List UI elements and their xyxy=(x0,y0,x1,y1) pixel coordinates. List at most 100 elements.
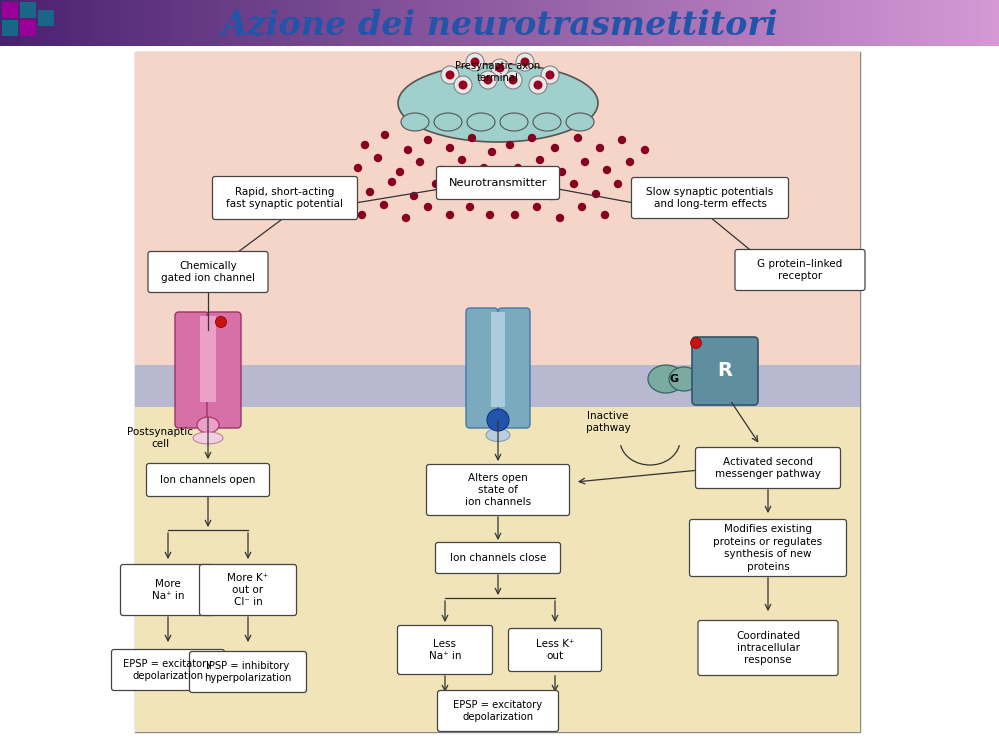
Circle shape xyxy=(466,203,475,211)
FancyBboxPatch shape xyxy=(508,628,601,672)
Bar xyxy=(519,0,530,46)
Circle shape xyxy=(555,213,564,222)
Text: Azione dei neurotrasmettitori: Azione dei neurotrasmettitori xyxy=(222,10,778,43)
Circle shape xyxy=(513,164,522,172)
Circle shape xyxy=(474,180,483,188)
Bar xyxy=(290,0,301,46)
Text: Activated second
messenger pathway: Activated second messenger pathway xyxy=(715,457,821,479)
Text: Chemically
gated ion channel: Chemically gated ion channel xyxy=(161,261,255,283)
Ellipse shape xyxy=(401,113,429,131)
Bar xyxy=(430,0,441,46)
Bar xyxy=(20,20,36,36)
Bar xyxy=(539,0,550,46)
Bar xyxy=(549,0,560,46)
Circle shape xyxy=(380,201,389,209)
Ellipse shape xyxy=(486,428,510,441)
Bar xyxy=(859,0,870,46)
Bar xyxy=(709,0,720,46)
Circle shape xyxy=(547,192,556,200)
Ellipse shape xyxy=(533,113,561,131)
Circle shape xyxy=(354,164,363,172)
Bar xyxy=(320,0,331,46)
Text: G: G xyxy=(669,374,678,384)
Bar xyxy=(380,0,391,46)
Bar xyxy=(400,0,411,46)
Bar xyxy=(250,0,261,46)
Bar xyxy=(779,0,790,46)
Circle shape xyxy=(486,210,495,219)
Bar xyxy=(280,0,291,46)
Circle shape xyxy=(535,156,544,164)
Bar xyxy=(440,0,451,46)
Circle shape xyxy=(424,136,433,145)
Bar xyxy=(270,0,281,46)
Text: More K⁺
out or
Cl⁻ in: More K⁺ out or Cl⁻ in xyxy=(228,572,269,607)
Text: Slow synaptic potentials
and long-term effects: Slow synaptic potentials and long-term e… xyxy=(646,187,773,209)
Bar xyxy=(135,52,860,732)
Bar xyxy=(360,0,371,46)
Circle shape xyxy=(438,166,447,175)
FancyBboxPatch shape xyxy=(213,177,358,219)
FancyBboxPatch shape xyxy=(695,447,840,488)
Bar xyxy=(949,0,960,46)
Bar xyxy=(649,0,660,46)
Circle shape xyxy=(577,203,586,211)
Circle shape xyxy=(602,166,611,175)
Circle shape xyxy=(510,210,519,219)
Circle shape xyxy=(404,146,413,154)
Circle shape xyxy=(366,188,375,196)
Bar xyxy=(579,0,590,46)
Ellipse shape xyxy=(193,432,223,444)
Bar xyxy=(929,0,940,46)
Circle shape xyxy=(441,66,459,84)
Bar xyxy=(899,0,910,46)
Bar xyxy=(200,316,216,402)
Bar xyxy=(140,0,151,46)
Circle shape xyxy=(446,70,455,79)
Circle shape xyxy=(374,154,383,163)
Text: Less K⁺
out: Less K⁺ out xyxy=(535,639,574,661)
Circle shape xyxy=(396,168,405,176)
Bar xyxy=(500,0,510,46)
Text: Presynaptic axon
terminal: Presynaptic axon terminal xyxy=(456,61,540,83)
Bar xyxy=(310,0,321,46)
Circle shape xyxy=(504,71,522,89)
Circle shape xyxy=(600,210,609,219)
Text: R: R xyxy=(717,362,732,380)
Bar xyxy=(569,0,580,46)
Circle shape xyxy=(625,158,634,166)
Bar xyxy=(20,0,31,46)
Circle shape xyxy=(446,144,455,152)
Circle shape xyxy=(381,131,390,139)
FancyBboxPatch shape xyxy=(438,691,558,732)
Circle shape xyxy=(424,203,433,211)
Circle shape xyxy=(557,168,566,176)
Bar xyxy=(979,0,990,46)
Bar xyxy=(50,0,61,46)
Text: Rapid, short-acting
fast synaptic potential: Rapid, short-acting fast synaptic potent… xyxy=(227,187,344,209)
Bar xyxy=(799,0,810,46)
Bar xyxy=(135,52,860,372)
Ellipse shape xyxy=(669,367,699,391)
Circle shape xyxy=(454,76,472,94)
Bar xyxy=(889,0,900,46)
Circle shape xyxy=(488,148,497,157)
Bar xyxy=(719,0,730,46)
FancyBboxPatch shape xyxy=(466,308,498,428)
Bar xyxy=(120,0,131,46)
Circle shape xyxy=(640,146,649,154)
Bar xyxy=(170,0,181,46)
Bar xyxy=(130,0,141,46)
Circle shape xyxy=(432,180,441,188)
Bar xyxy=(20,2,36,18)
Bar xyxy=(330,0,341,46)
Bar xyxy=(491,312,505,407)
Bar xyxy=(909,0,920,46)
Ellipse shape xyxy=(566,113,594,131)
Bar xyxy=(629,0,640,46)
Bar xyxy=(609,0,620,46)
Circle shape xyxy=(466,53,484,71)
Bar xyxy=(869,0,880,46)
Bar xyxy=(38,10,54,26)
Bar xyxy=(160,0,171,46)
